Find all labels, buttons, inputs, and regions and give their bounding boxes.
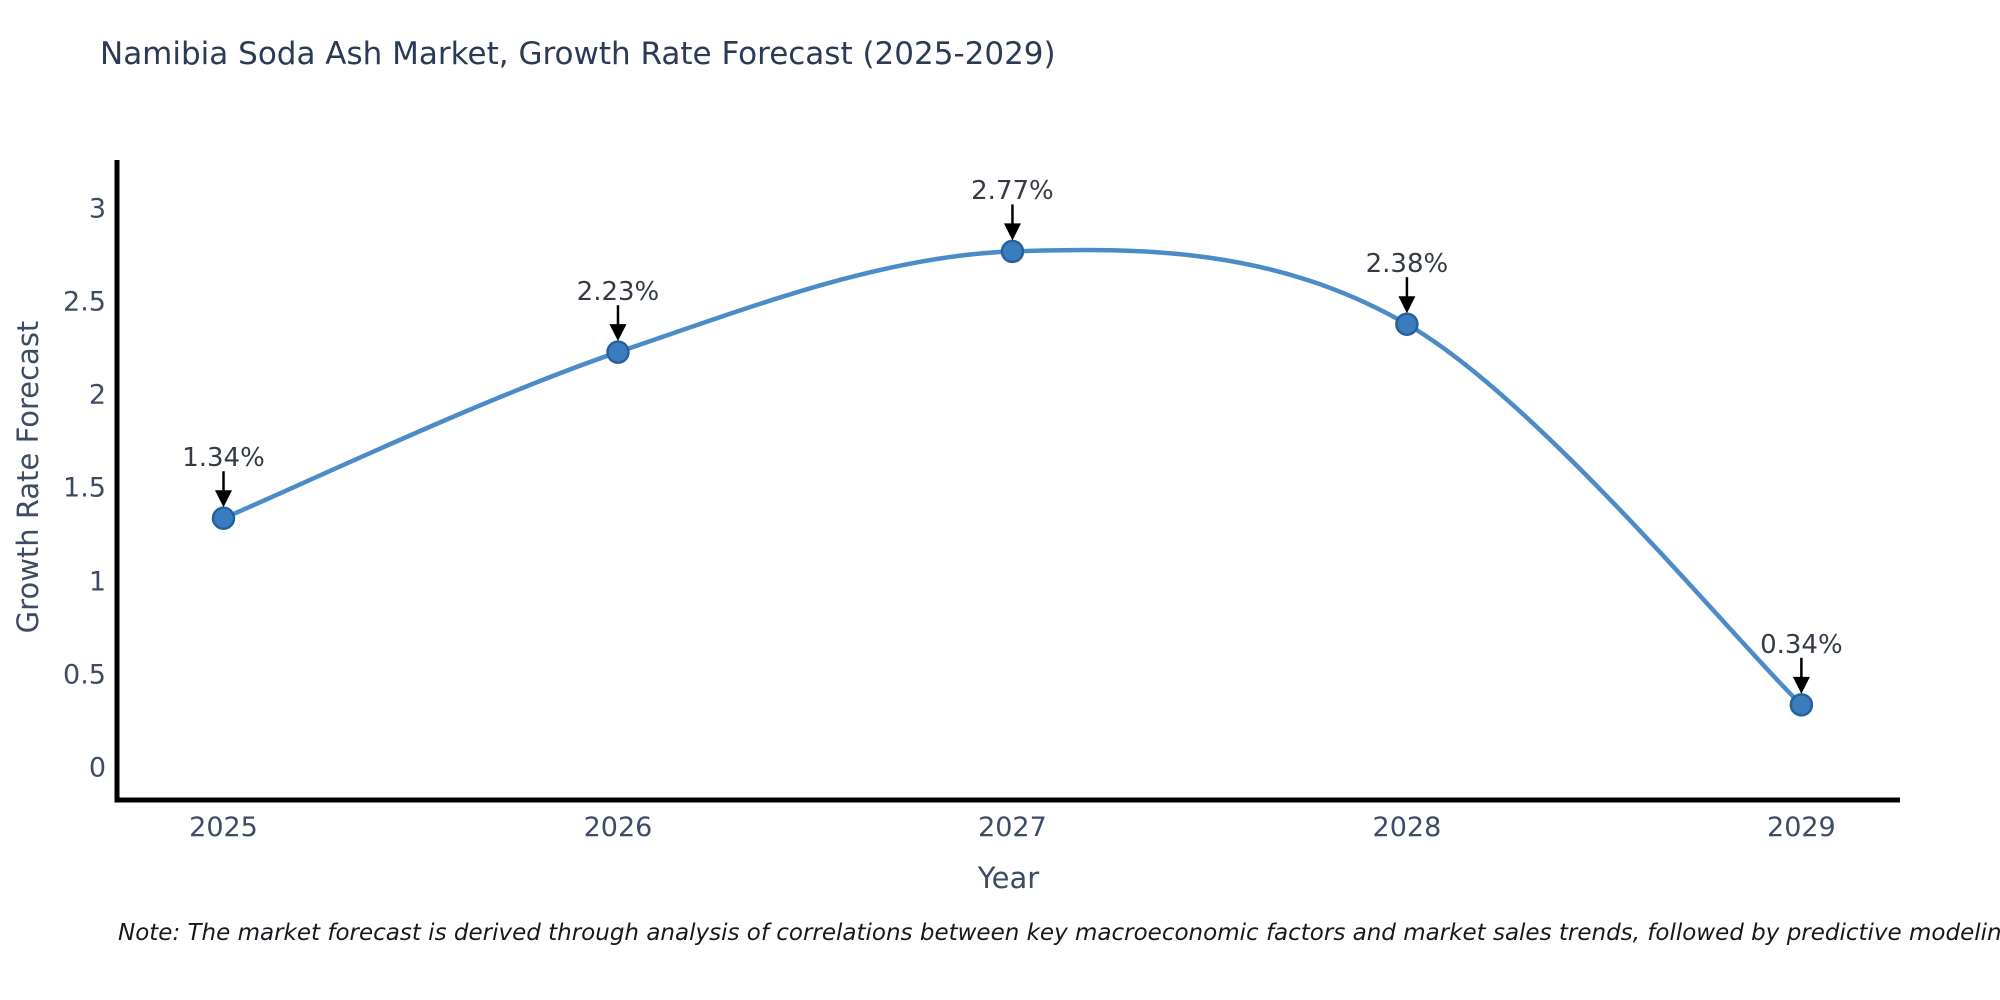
- point-value-label: 1.34%: [182, 443, 265, 474]
- chart-title: Namibia Soda Ash Market, Growth Rate For…: [100, 36, 1056, 72]
- annotation-arrow-head: [609, 324, 627, 342]
- data-point-marker: [606, 340, 630, 364]
- y-axis-title: Growth Rate Forecast: [11, 320, 45, 634]
- x-tick-label: 2025: [189, 812, 258, 843]
- forecast-line: [221, 247, 1804, 708]
- y-tick-label: 3: [88, 193, 106, 224]
- data-point-marker: [1000, 239, 1025, 264]
- annotation-arrow-head: [1398, 296, 1416, 314]
- annotation-arrow-head: [1792, 676, 1810, 694]
- footnote: Note: The market forecast is derived thr…: [118, 920, 2000, 946]
- data-point-marker: [1789, 693, 1814, 717]
- point-value-label: 2.38%: [1365, 249, 1449, 280]
- x-axis-title: Year: [977, 861, 1040, 895]
- y-tick-label: 2.5: [63, 286, 106, 318]
- data-point-marker: [1395, 312, 1419, 336]
- point-value-label: 0.34%: [1760, 629, 1843, 660]
- y-tick-label: 1: [88, 566, 106, 598]
- x-tick-label: 2029: [1767, 812, 1836, 843]
- point-value-label: 2.23%: [576, 277, 660, 308]
- x-tick-label: 2028: [1372, 812, 1442, 843]
- y-tick-label: 2: [88, 379, 106, 411]
- y-tick-label: 0.5: [63, 659, 106, 691]
- annotation-arrow-head: [1003, 223, 1021, 241]
- y-tick-label: 1.5: [63, 472, 106, 504]
- x-tick-label: 2026: [583, 812, 653, 843]
- point-value-label: 2.77%: [971, 176, 1054, 207]
- annotation-arrow-head: [215, 490, 233, 508]
- data-point-marker: [211, 506, 236, 531]
- x-tick-label: 2027: [978, 812, 1047, 843]
- y-tick-label: 0: [88, 752, 106, 784]
